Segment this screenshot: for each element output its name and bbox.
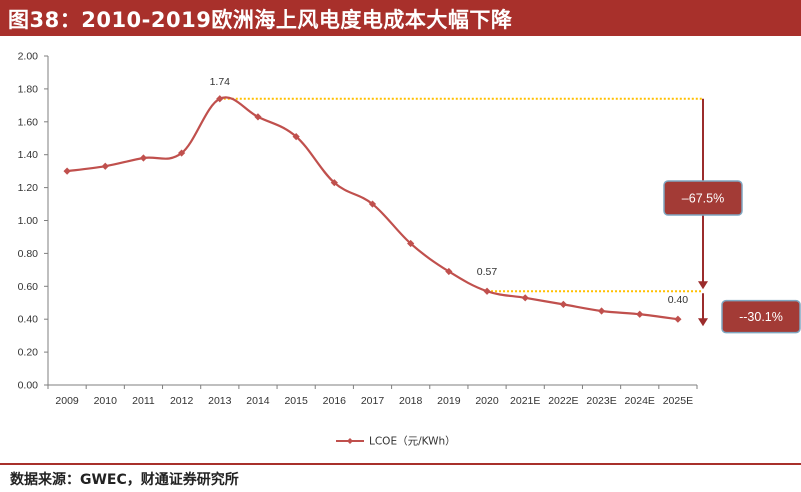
data-point-marker <box>407 239 415 248</box>
data-point-marker <box>292 133 300 141</box>
y-tick-label: 0.60 <box>18 281 39 293</box>
series-line-lcoe <box>66 96 679 321</box>
lcoe-line-chart: 0.00 0.20 0.40 0.60 0.80 1.00 1.20 1.40 1.60 1.80… <box>18 51 801 448</box>
callout-box-1: –67.5% <box>663 180 743 216</box>
y-tick-label: 0.20 <box>18 347 39 359</box>
y-tick-label: 1.60 <box>18 116 39 128</box>
data-point-marker <box>254 113 262 121</box>
x-tick-label: 2014 <box>246 395 270 407</box>
page-title: 图38：2010-2019欧洲海上风电度电成本大幅下降 <box>8 8 513 32</box>
data-point-marker <box>63 167 71 175</box>
data-point-marker <box>178 149 186 157</box>
data-label: 0.40 <box>668 294 689 306</box>
x-tick-label: 2017 <box>361 395 385 407</box>
data-point-marker <box>330 179 338 187</box>
x-tick-label: 2012 <box>170 395 194 407</box>
y-tick-label: 1.20 <box>18 182 39 194</box>
chart-axes: 0.00 0.20 0.40 0.60 0.80 1.00 1.20 1.40 1.60 1.80… <box>18 51 698 407</box>
x-tick-label: 2021E <box>510 395 540 407</box>
legend-label: LCOE（元/KWh） <box>369 436 456 448</box>
x-tick-label: 2022E <box>548 395 578 407</box>
callout-background <box>721 299 801 334</box>
footer-divider <box>0 463 801 465</box>
data-point-marker <box>139 154 148 162</box>
x-tick-label: 2019 <box>437 395 461 407</box>
x-tick-label: 2009 <box>55 395 79 407</box>
x-tick-label: 2015 <box>284 395 308 407</box>
chart-series <box>63 95 682 323</box>
callout-background <box>663 180 743 216</box>
x-tick-label: 2018 <box>399 395 423 407</box>
x-tick-label: 2016 <box>323 395 347 407</box>
data-point-marker <box>101 162 109 170</box>
y-tick-label: 1.80 <box>18 83 39 95</box>
y-tick-label: 0.80 <box>18 248 39 260</box>
y-tick-label: 0.40 <box>18 314 39 326</box>
y-tick-label: 1.00 <box>18 215 39 227</box>
chart-legend: LCOE（元/KWh） <box>336 436 456 448</box>
y-tick-label: 2.00 <box>18 51 39 63</box>
data-point-marker <box>445 267 453 276</box>
drop-arrow-1-head <box>698 281 708 290</box>
data-point-marker <box>368 200 377 208</box>
data-label: 1.74 <box>210 76 231 88</box>
data-point-marker <box>597 307 606 315</box>
chart-data-labels: 1.74 0.57 0.40 <box>210 76 689 306</box>
data-point-marker <box>521 294 529 302</box>
callout-box-2: --30.1% <box>721 299 801 334</box>
data-point-marker <box>674 315 682 323</box>
y-tick-label: 0.00 <box>18 380 39 392</box>
callout-label: –67.5% <box>682 192 724 206</box>
source-note: 数据来源：GWEC，财通证券研究所 <box>10 472 239 488</box>
data-point-marker <box>483 287 491 295</box>
x-tick-label: 2025E <box>663 395 693 407</box>
x-tick-label: 2013 <box>208 395 232 407</box>
data-point-marker <box>216 95 224 103</box>
chart-callouts: –67.5% --30.1% <box>663 180 801 334</box>
title-bar: 图38：2010-2019欧洲海上风电度电成本大幅下降 <box>0 0 801 36</box>
x-tick-label: 2010 <box>94 395 118 407</box>
callout-label: --30.1% <box>739 310 783 324</box>
legend-marker-swatch <box>347 438 353 444</box>
data-point-marker <box>559 300 567 308</box>
x-tick-label: 2024E <box>625 395 655 407</box>
x-tick-label: 2011 <box>132 395 155 407</box>
data-point-marker <box>636 310 644 318</box>
x-tick-label: 2023E <box>586 395 616 407</box>
drop-arrow-2-head <box>698 318 708 327</box>
x-tick-label: 2020 <box>475 395 499 407</box>
data-label: 0.57 <box>477 266 498 278</box>
y-tick-label: 1.40 <box>18 149 39 161</box>
